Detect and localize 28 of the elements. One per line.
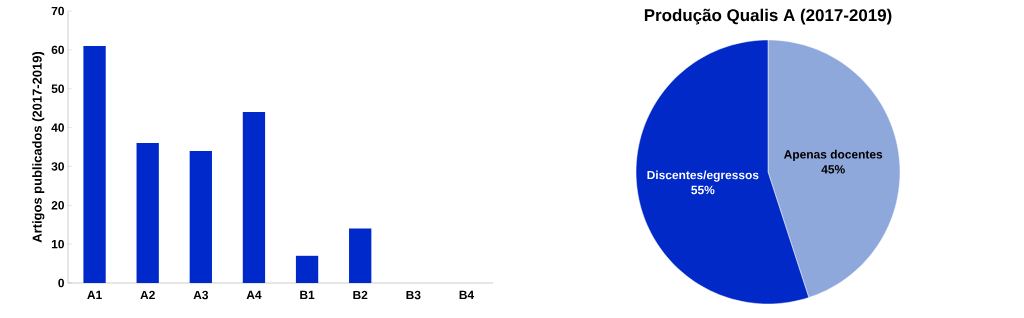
data-label: 45%	[821, 165, 845, 174]
y-tick-label: 20	[51, 201, 64, 210]
chart-title: Produção Qualis A (2017-2019)	[644, 8, 892, 25]
y-tick-label: 50	[51, 84, 64, 93]
bar	[83, 45, 106, 283]
y-axis-title: Artigos publicados (2017-2019)	[32, 51, 45, 243]
y-tick-label: 60	[51, 45, 64, 55]
y-tick-label: 0	[58, 278, 64, 288]
slice-label: Apenas docentes	[784, 149, 883, 161]
bar	[189, 150, 212, 283]
x-tick-label: A4	[246, 290, 262, 299]
x-tick-label: A3	[193, 290, 209, 300]
bar	[295, 255, 319, 283]
bar	[136, 143, 159, 283]
x-tick-label: B4	[459, 290, 475, 299]
x-tick-label: A2	[140, 290, 155, 300]
bar	[349, 228, 372, 283]
x-tick-label: A1	[87, 290, 102, 299]
y-tick-label: 10	[51, 239, 64, 249]
x-tick-label: B3	[406, 290, 421, 300]
data-label: 55%	[691, 185, 715, 195]
y-tick-label: 70	[51, 6, 64, 16]
y-tick-label: 40	[51, 123, 64, 132]
x-tick-label: B1	[300, 290, 315, 299]
slice-label: Discentes/egressos	[647, 170, 759, 182]
x-tick-label: B2	[353, 290, 368, 300]
y-tick-label: 30	[51, 162, 64, 171]
bar	[242, 112, 266, 283]
